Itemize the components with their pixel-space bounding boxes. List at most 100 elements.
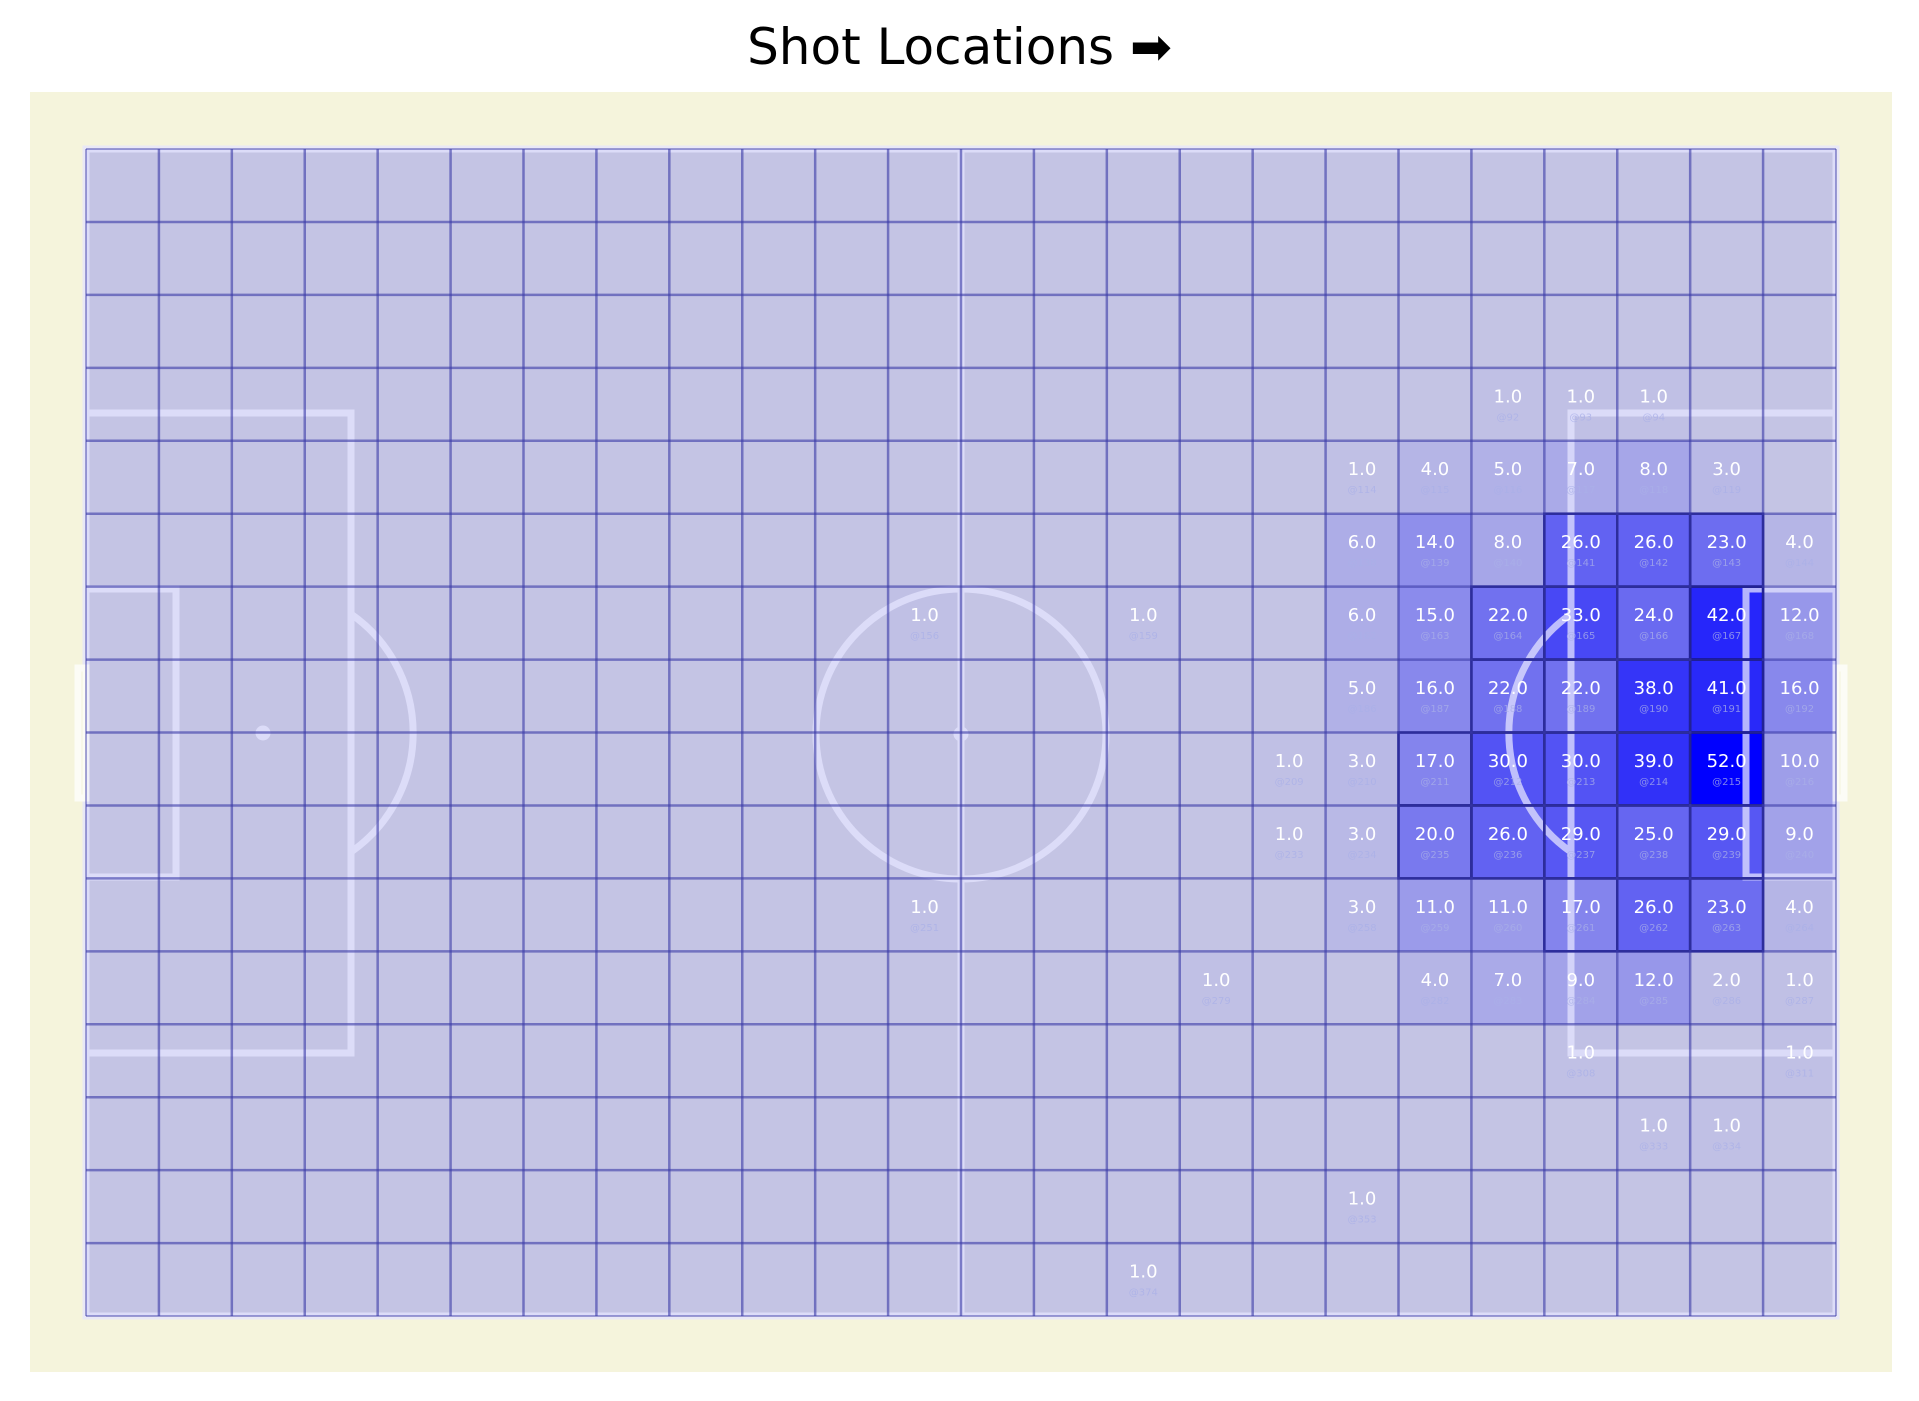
heatmap-cell bbox=[377, 1097, 451, 1171]
cell-id-label: @187 bbox=[1420, 704, 1449, 715]
heatmap-cell bbox=[961, 586, 1034, 660]
heatmap-cell bbox=[669, 659, 743, 733]
cell-id-label: @156 bbox=[910, 631, 939, 642]
heatmap-cell bbox=[1033, 513, 1107, 587]
heatmap-cell-filled bbox=[1325, 440, 1399, 514]
heatmap-cell bbox=[1179, 440, 1253, 514]
heatmap-cell bbox=[1398, 294, 1472, 368]
heatmap-cell-filled bbox=[1325, 1170, 1399, 1244]
heatmap-cell bbox=[450, 878, 524, 952]
heatmap-cell bbox=[742, 732, 816, 806]
heatmap-cell bbox=[1033, 951, 1107, 1025]
heatmap-cell-filled bbox=[1617, 805, 1691, 879]
heatmap-cell bbox=[450, 1024, 524, 1098]
cell-id-label: @115 bbox=[1420, 485, 1449, 496]
cell-value-label: 16.0 bbox=[1780, 678, 1820, 699]
heatmap-cell-filled bbox=[1252, 732, 1326, 806]
heatmap-cell bbox=[231, 1170, 305, 1244]
heatmap-cell bbox=[231, 221, 305, 295]
cell-value-label: 1.0 bbox=[1639, 386, 1668, 407]
cell-value-label: 26.0 bbox=[1634, 532, 1674, 553]
heatmap-cell bbox=[961, 1024, 1034, 1098]
heatmap-cell bbox=[888, 440, 961, 514]
cell-id-label: @240 bbox=[1785, 850, 1814, 861]
cell-id-label: @165 bbox=[1566, 631, 1595, 642]
heatmap-cell bbox=[961, 1243, 1034, 1316]
heatmap-cell bbox=[231, 805, 305, 879]
heatmap-cell bbox=[1471, 1097, 1545, 1171]
heatmap-cell bbox=[1617, 1243, 1691, 1316]
heatmap-cell bbox=[1544, 1097, 1618, 1171]
heatmap-cell bbox=[1179, 805, 1253, 879]
heatmap-cell bbox=[742, 294, 816, 368]
cell-value-label: 4.0 bbox=[1785, 532, 1814, 553]
heatmap-cell bbox=[888, 1243, 961, 1316]
heatmap-cell bbox=[523, 732, 597, 806]
heatmap-cell bbox=[1325, 1243, 1399, 1316]
cell-value-label: 26.0 bbox=[1561, 532, 1601, 553]
heatmap-cell bbox=[1325, 1097, 1399, 1171]
heatmap-cell bbox=[304, 440, 378, 514]
heatmap-cell bbox=[1106, 805, 1180, 879]
heatmap-cell bbox=[888, 951, 961, 1025]
cell-id-label: @116 bbox=[1493, 485, 1522, 496]
heatmap-cell-filled bbox=[1617, 513, 1691, 587]
heatmap-cell bbox=[231, 1024, 305, 1098]
heatmap-cell bbox=[377, 878, 451, 952]
heatmap-cell-filled bbox=[1544, 513, 1618, 587]
heatmap-cell bbox=[86, 951, 159, 1025]
cell-value-label: 24.0 bbox=[1634, 605, 1674, 626]
heatmap-cell bbox=[304, 1243, 378, 1316]
heatmap-cell bbox=[596, 659, 670, 733]
cell-id-label: @192 bbox=[1785, 704, 1814, 715]
cell-id-label: @141 bbox=[1566, 558, 1595, 569]
heatmap-cell bbox=[450, 367, 524, 441]
heatmap-cell bbox=[158, 1024, 232, 1098]
heatmap-cell bbox=[669, 878, 743, 952]
heatmap-cell bbox=[1544, 149, 1618, 222]
heatmap-cell-filled bbox=[1617, 732, 1691, 806]
cell-value-label: 23.0 bbox=[1707, 532, 1747, 553]
heatmap-cell bbox=[1398, 367, 1472, 441]
cell-id-label: @286 bbox=[1712, 996, 1741, 1007]
heatmap-cell bbox=[158, 367, 232, 441]
cell-id-label: @235 bbox=[1420, 850, 1449, 861]
heatmap-cell bbox=[158, 878, 232, 952]
heatmap-cell bbox=[742, 1243, 816, 1316]
heatmap-cell bbox=[1325, 294, 1399, 368]
heatmap-cell bbox=[1544, 1243, 1618, 1316]
heatmap-cell bbox=[1179, 1024, 1253, 1098]
heatmap-cell bbox=[377, 586, 451, 660]
heatmap-cell bbox=[523, 149, 597, 222]
heatmap-cell-filled bbox=[1763, 878, 1836, 952]
heatmap-cell bbox=[231, 586, 305, 660]
heatmap-cell bbox=[1690, 1170, 1764, 1244]
heatmap-cell bbox=[669, 513, 743, 587]
cell-id-label: @374 bbox=[1129, 1288, 1158, 1299]
heatmap-cell bbox=[231, 951, 305, 1025]
heatmap-cell bbox=[961, 878, 1034, 952]
heatmap-cell bbox=[523, 513, 597, 587]
heatmap-cell bbox=[377, 1024, 451, 1098]
heatmap-cell bbox=[304, 659, 378, 733]
cell-id-label: @216 bbox=[1785, 777, 1814, 788]
cell-id-label: @264 bbox=[1785, 923, 1814, 934]
heatmap-cell bbox=[1544, 221, 1618, 295]
cell-id-label: @238 bbox=[1639, 850, 1668, 861]
cell-value-label: 1.0 bbox=[1494, 386, 1523, 407]
cell-id-label: @237 bbox=[1566, 850, 1595, 861]
heatmap-cell bbox=[231, 1243, 305, 1316]
heatmap-cell bbox=[450, 294, 524, 368]
cell-id-label: @163 bbox=[1420, 631, 1449, 642]
heatmap-cell bbox=[158, 951, 232, 1025]
heatmap-cell bbox=[1471, 294, 1545, 368]
heatmap-cell bbox=[86, 1170, 159, 1244]
heatmap-cell bbox=[1398, 221, 1472, 295]
heatmap-cell bbox=[961, 513, 1034, 587]
cell-value-label: 1.0 bbox=[1639, 1116, 1668, 1137]
cell-value-label: 3.0 bbox=[1348, 824, 1377, 845]
cell-id-label: @258 bbox=[1347, 923, 1376, 934]
cell-value-label: 6.0 bbox=[1348, 605, 1377, 626]
heatmap-cell bbox=[596, 805, 670, 879]
heatmap-cell bbox=[1252, 294, 1326, 368]
